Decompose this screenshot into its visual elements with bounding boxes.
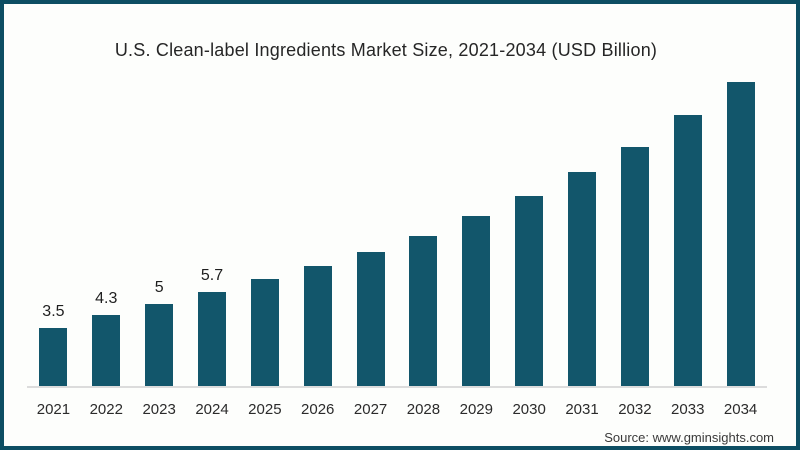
x-axis-label: 2031 xyxy=(565,401,599,418)
bar-column xyxy=(661,115,714,386)
bar-column: 5 xyxy=(133,278,186,386)
bar xyxy=(145,303,174,386)
bar-value-label: 5.7 xyxy=(200,266,224,284)
bar-column: 5.7 xyxy=(186,266,239,386)
bar-value-label: 4.3 xyxy=(95,290,118,308)
x-axis-label: 2034 xyxy=(723,401,758,418)
x-axis-labels: 2021 2022 2023 2024 2025 2026 2027 2028 2029 2030… xyxy=(27,401,767,418)
bar xyxy=(515,196,544,386)
x-axis-label: 2021 xyxy=(36,401,71,418)
bar xyxy=(250,278,279,386)
bar xyxy=(620,146,649,386)
bar-column xyxy=(556,171,609,386)
bar xyxy=(39,328,68,386)
x-axis-label: 2032 xyxy=(618,401,652,418)
x-axis-label: 2027 xyxy=(353,401,388,418)
x-axis-label: 2024 xyxy=(195,401,229,418)
bar xyxy=(568,171,597,386)
bar xyxy=(409,235,438,386)
bar xyxy=(726,82,755,386)
bar xyxy=(303,265,332,386)
x-axis-label: 2025 xyxy=(248,401,282,418)
bar-column xyxy=(291,265,344,386)
bar-value-label: 5 xyxy=(154,278,164,296)
bar-column: 4.3 xyxy=(80,291,133,386)
x-axis-label: 2028 xyxy=(406,401,441,418)
source-attribution: Source: www.gminsights.com xyxy=(604,430,774,445)
bar-value-label: 3.5 xyxy=(42,303,65,321)
bar-column xyxy=(344,252,397,386)
bar-column xyxy=(714,82,767,386)
x-axis-label: 2022 xyxy=(89,401,123,418)
x-axis-line xyxy=(27,386,767,388)
bar xyxy=(198,291,226,386)
bar-column xyxy=(397,235,450,386)
x-axis-label: 2030 xyxy=(512,401,546,418)
x-axis-label: 2023 xyxy=(142,401,176,418)
bars-container: 3.5 4.3 5 5.7 xyxy=(27,51,767,386)
bar xyxy=(356,252,385,386)
bar-column xyxy=(608,146,661,386)
x-axis-label: 2033 xyxy=(671,401,705,418)
x-axis-label: 2029 xyxy=(459,401,493,418)
bar-column: 3.5 xyxy=(27,304,80,386)
bar xyxy=(673,115,702,386)
x-axis-label: 2026 xyxy=(301,401,335,418)
bar xyxy=(462,216,491,386)
chart-title: U.S. Clean-label Ingredients Market Size… xyxy=(114,40,658,60)
bar-column xyxy=(238,278,291,386)
bar-column xyxy=(503,196,556,386)
bar-column xyxy=(450,216,503,386)
bar xyxy=(92,315,121,386)
